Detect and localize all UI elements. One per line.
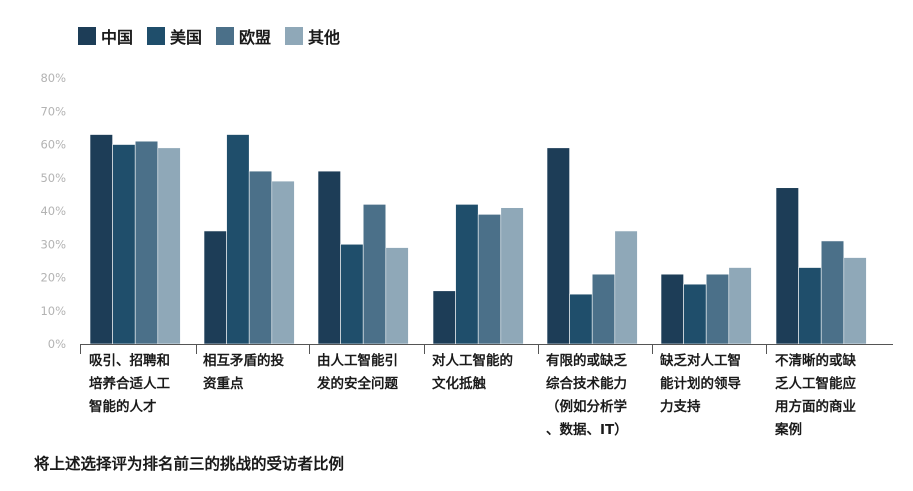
bar [500, 207, 524, 345]
legend-swatch [216, 27, 235, 45]
bar [385, 247, 409, 345]
y-tick-label: 50% [40, 171, 66, 185]
legend-item: 中国 [78, 24, 133, 48]
bar [134, 140, 159, 345]
bar [820, 240, 845, 345]
legend-swatch [285, 27, 304, 45]
legend-label: 中国 [101, 28, 134, 47]
legend-label: 其他 [308, 28, 341, 47]
legend-swatch [78, 27, 96, 45]
bar [591, 273, 616, 345]
bar [226, 134, 250, 345]
x-tick-label: 相互矛盾的投 资重点 [203, 353, 284, 392]
y-tick-label: 10% [40, 304, 66, 318]
x-tick-label: 吸引、招聘和 培养合适人工 智能的人才 [89, 353, 170, 415]
legend: 中国 美国 欧盟 其他 [78, 25, 354, 47]
bar [112, 144, 136, 345]
bar [614, 230, 638, 345]
y-tick-label: 80% [40, 71, 66, 85]
x-tick-label: 有限的或缺乏 综合技术能力 （例如分析学 、数据、IT） [546, 353, 628, 438]
bar [477, 214, 502, 345]
bar [248, 170, 273, 345]
bar [705, 273, 730, 345]
legend-item: 美国 [147, 24, 202, 48]
bar [843, 257, 867, 345]
legend-item: 其他 [285, 24, 340, 48]
bar [660, 273, 684, 345]
bar [362, 204, 387, 345]
y-tick-label: 70% [40, 104, 66, 118]
bar [798, 267, 822, 345]
bar [728, 267, 752, 345]
y-tick-label: 20% [40, 271, 66, 285]
y-tick-label: 30% [40, 237, 66, 251]
chart-caption: 将上述选择评为排名前三的挑战的受访者比例 [34, 455, 345, 473]
bar [203, 230, 227, 345]
legend-label: 美国 [170, 28, 203, 47]
bar [683, 283, 707, 345]
bar [546, 147, 570, 345]
x-tick-label: 对人工智能的 文化抵触 [432, 353, 513, 392]
bar [432, 290, 456, 345]
legend-item: 欧盟 [216, 24, 271, 48]
legend-label: 欧盟 [239, 28, 272, 47]
bar [340, 243, 364, 345]
bar [89, 134, 113, 345]
x-tick-label: 由人工智能引 发的安全问题 [317, 353, 398, 392]
x-tick-label: 缺乏对人工智 能计划的领导 力支持 [660, 353, 741, 415]
bar [271, 180, 295, 345]
x-tick-label: 不清晰的或缺 乏人工智能应 用方面的商业 案例 [775, 353, 856, 438]
bar [775, 187, 799, 345]
y-tick-label: 40% [40, 204, 66, 218]
bar [317, 170, 341, 345]
y-tick-label: 0% [48, 337, 66, 351]
bar [157, 147, 181, 345]
y-tick-label: 60% [40, 138, 66, 152]
bar [455, 204, 479, 345]
legend-swatch [147, 27, 166, 45]
bar [569, 293, 593, 345]
